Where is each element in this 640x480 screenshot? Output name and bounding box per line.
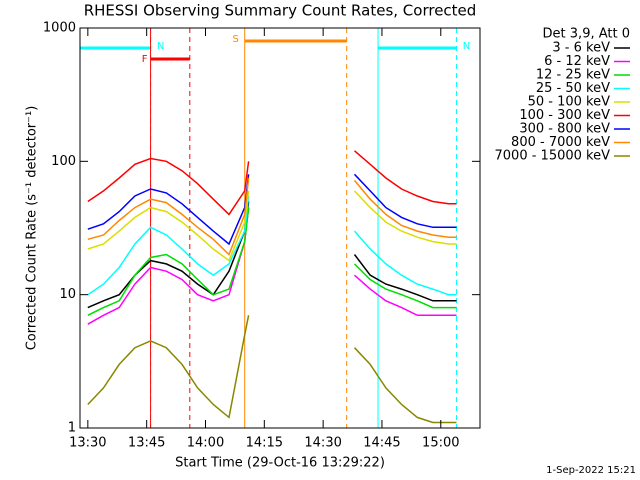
legend-label: 100 - 300 keV	[519, 108, 610, 123]
legend-label: 300 - 800 keV	[519, 122, 610, 137]
series-line	[87, 190, 457, 262]
series-line	[87, 173, 457, 246]
series-line	[87, 195, 457, 296]
legend-label: 50 - 100 keV	[528, 95, 611, 110]
y-tick-label: 10	[59, 287, 76, 302]
y-tick-label: 1000	[43, 21, 76, 36]
x-axis-label: Start Time (29-Oct-16 13:29:22)	[175, 456, 385, 471]
y-tick-label: 1	[68, 421, 76, 436]
chart-title: RHESSI Observing Summary Count Rates, Co…	[84, 2, 477, 20]
y-axis-label: Corrected Count Rate (s⁻¹ detector⁻¹)	[25, 106, 40, 351]
x-tick-label: 15:00	[422, 436, 459, 451]
series-line	[87, 150, 457, 216]
flag-label: S	[233, 34, 239, 45]
plot-frame	[79, 27, 481, 429]
legend-label: 800 - 7000 keV	[511, 135, 610, 150]
x-tick-label: 14:30	[304, 436, 341, 451]
flag-label: F	[142, 54, 148, 65]
flag-label: N	[157, 41, 164, 52]
footer: 1-Sep-2022 15:21	[546, 465, 636, 476]
series-line	[87, 207, 457, 316]
x-tick-label: 14:45	[363, 436, 400, 451]
x-tick-label: 13:45	[128, 436, 165, 451]
x-tick-label: 14:15	[246, 436, 283, 451]
series-line	[87, 201, 457, 309]
legend-label: 3 - 6 keV	[552, 41, 610, 56]
series-line	[87, 177, 457, 256]
legend-label: 6 - 12 keV	[544, 54, 610, 69]
legend-label: 12 - 25 keV	[536, 68, 610, 83]
y-tick-label: 100	[51, 154, 76, 169]
legend-label: 7000 - 15000 keV	[495, 149, 611, 164]
series-line	[87, 315, 457, 424]
plot-area: N NFS	[79, 28, 470, 428]
x-tick-label: 14:00	[187, 436, 224, 451]
flag-label: N	[463, 41, 470, 52]
x-tick-label: 13:30	[69, 436, 106, 451]
series-line	[87, 207, 457, 325]
legend-title: Det 3,9, Att 0	[543, 27, 630, 42]
legend-label: 25 - 50 keV	[536, 81, 610, 96]
